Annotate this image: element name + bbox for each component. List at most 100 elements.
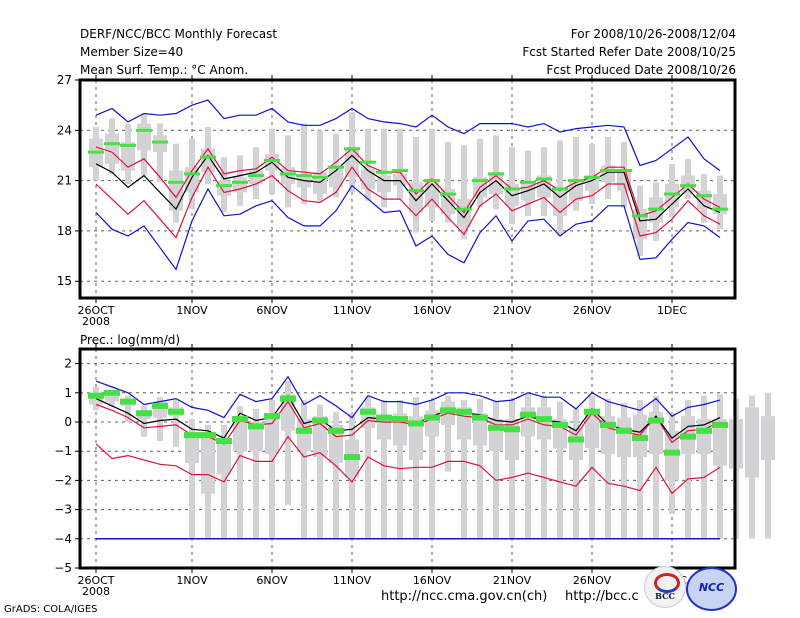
ensemble-whisker: [413, 397, 419, 539]
observed-mark: [504, 426, 520, 433]
observed-mark: [296, 427, 312, 434]
ensemble-box: [505, 183, 519, 206]
ensemble-whisker: [189, 419, 195, 539]
ensemble-whisker: [381, 400, 387, 539]
observed-mark: [552, 421, 568, 428]
ensemble-box: [217, 180, 231, 196]
observed-mark: [104, 142, 120, 146]
x-tick-label: 21NOV: [493, 574, 532, 587]
observed-mark: [536, 416, 552, 423]
bcc-url-link[interactable]: http://bcc.c: [565, 589, 639, 604]
ensemble-box: [281, 394, 295, 431]
observed-mark: [712, 421, 728, 428]
ncc-url-link[interactable]: http://ncc.cma.gov.cn(ch): [381, 589, 548, 604]
observed-mark: [120, 398, 136, 405]
ensemble-whisker: [605, 398, 611, 539]
observed-mark: [328, 165, 344, 169]
ensemble-box: [201, 148, 215, 173]
observed-mark: [568, 179, 584, 183]
variable-label: Mean Surf. Temp.: °C Anom.: [80, 63, 249, 77]
ensemble-whisker: [397, 400, 403, 539]
observed-mark: [408, 420, 424, 427]
observed-mark: [168, 180, 184, 184]
observed-mark: [168, 408, 184, 415]
observed-mark: [296, 174, 312, 178]
ensemble-whisker: [621, 403, 627, 539]
ensemble-whisker: [237, 405, 243, 539]
observed-mark: [632, 214, 648, 218]
member-size-label: Member Size=40: [80, 45, 184, 59]
ensemble-box: [137, 123, 151, 151]
series-upper-line: [95, 146, 721, 217]
ensemble-whisker: [333, 411, 339, 539]
observed-mark: [632, 435, 648, 442]
y-tick-label: −2: [54, 473, 72, 487]
series-lower-line: [95, 435, 721, 495]
observed-mark: [568, 436, 584, 443]
x-tick-label: 11NOV: [333, 574, 372, 587]
x-tick-label: 16NOV: [413, 574, 452, 587]
ensemble-whisker: [381, 128, 387, 208]
x-tick-label: 1NOV: [176, 304, 208, 317]
ensemble-box: [617, 417, 631, 458]
grads-credit: GrADS: COLA/IGES: [4, 604, 98, 615]
bcc-logo: BCC: [644, 566, 686, 608]
observed-mark: [552, 187, 568, 191]
ensemble-box: [377, 175, 391, 193]
observed-mark: [584, 408, 600, 415]
ensemble-box: [297, 175, 311, 188]
y-tick-label: −1: [54, 444, 72, 458]
observed-mark: [344, 454, 360, 461]
x-tick-label: 21NOV: [493, 304, 532, 317]
ensemble-whisker: [701, 395, 707, 539]
observed-mark: [456, 207, 472, 211]
ensemble-box: [569, 427, 583, 460]
bcc-logo-text: BCC: [655, 591, 675, 601]
observed-mark: [536, 177, 552, 181]
y-tick-label: −3: [54, 503, 72, 517]
observed-mark: [360, 160, 376, 164]
ensemble-whisker: [509, 400, 515, 539]
observed-mark: [104, 389, 120, 396]
series-max-line: [95, 375, 721, 419]
ensemble-box: [521, 182, 535, 201]
observed-mark: [344, 147, 360, 151]
observed-mark: [456, 408, 472, 415]
observed-mark: [264, 413, 280, 420]
ensemble-whisker: [589, 143, 595, 205]
observed-mark: [696, 427, 712, 434]
forecast-start-date: Fcst Started Refer Date 2008/10/25: [522, 45, 736, 59]
observed-mark: [184, 172, 200, 176]
observed-mark: [136, 128, 152, 132]
observed-mark: [392, 169, 408, 173]
observed-mark: [248, 423, 264, 430]
ensemble-box: [489, 419, 503, 452]
x-tick-label: 26OCT: [77, 304, 114, 317]
ensemble-whisker: [541, 395, 547, 539]
ensemble-whisker: [477, 398, 483, 539]
chart-title: DERF/NCC/BCC Monthly Forecast: [80, 27, 278, 41]
observed-mark: [328, 427, 344, 434]
observed-mark: [584, 175, 600, 179]
ensemble-whisker: [157, 123, 163, 183]
y-tick-label: 0: [64, 415, 72, 429]
ensemble-whisker: [269, 400, 275, 539]
observed-mark: [152, 402, 168, 409]
ensemble-whisker: [573, 408, 579, 539]
ensemble-box: [329, 167, 343, 188]
observed-mark: [664, 449, 680, 456]
observed-mark: [216, 184, 232, 188]
series-max-line: [95, 99, 721, 172]
ncc-logo: NCC: [686, 567, 737, 611]
observed-mark: [408, 189, 424, 193]
observed-mark: [200, 155, 216, 159]
ensemble-whisker: [573, 137, 579, 211]
ensemble-whisker: [317, 130, 323, 201]
observed-mark: [376, 414, 392, 421]
observed-mark: [312, 175, 328, 179]
observed-mark: [248, 174, 264, 178]
observed-mark: [648, 417, 664, 424]
ensemble-whisker: [637, 400, 643, 539]
series-lower-line: [95, 166, 721, 239]
